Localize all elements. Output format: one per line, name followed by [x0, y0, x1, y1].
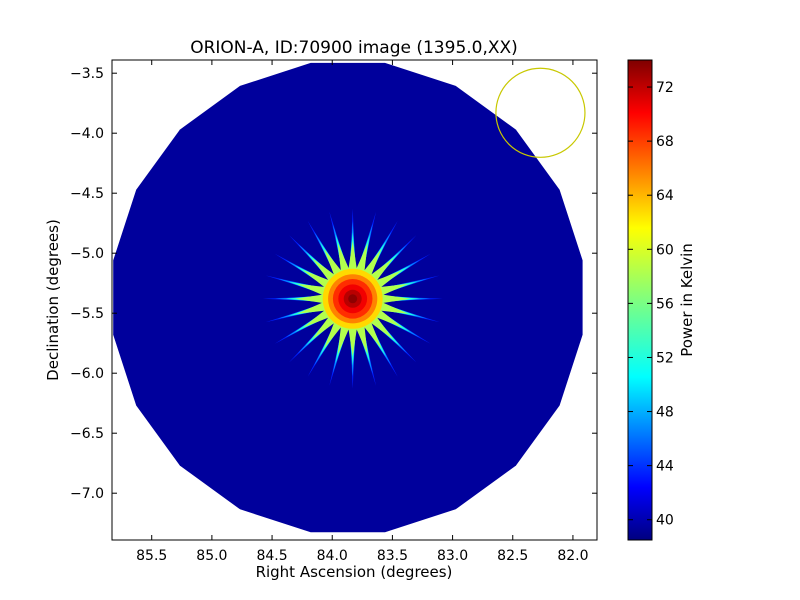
x-tick-label: 85.5 [136, 548, 167, 564]
y-axis-label: Declination (degrees) [44, 219, 62, 381]
x-axis-label: Right Ascension (degrees) [256, 563, 453, 581]
plot-frame [111, 59, 598, 541]
colorbar [627, 59, 653, 541]
y-tick-label: −5.0 [70, 246, 104, 262]
y-tick-label: −6.5 [70, 426, 104, 442]
colorbar-tick-label: 52 [656, 350, 674, 366]
y-tick-label: −3.5 [70, 66, 104, 82]
x-tick-label: 82.5 [497, 548, 528, 564]
x-tick-label: 84.5 [256, 548, 287, 564]
y-tick-label: −4.5 [70, 186, 104, 202]
colorbar-tick-label: 72 [656, 80, 674, 96]
x-tick-label: 83.0 [437, 548, 468, 564]
y-tick-label: −6.0 [70, 366, 104, 382]
colorbar-tick-label: 40 [656, 513, 674, 529]
x-axis-ticks: 85.5 85.0 84.5 84.0 83.5 83.0 82.5 82.0 [136, 60, 589, 564]
x-tick-label: 82.0 [557, 548, 588, 564]
chart-title: ORION-A, ID:70900 image (1395.0,XX) [190, 38, 518, 58]
colorbar-ticks: 40 44 48 52 56 60 64 68 72 [628, 80, 674, 529]
colorbar-tick-label: 56 [656, 296, 674, 312]
y-tick-label: −4.0 [70, 126, 104, 142]
source-core-level [348, 294, 358, 304]
x-tick-label: 85.0 [196, 548, 227, 564]
x-tick-label: 84.0 [317, 548, 348, 564]
colorbar-tick-label: 48 [656, 405, 674, 421]
beam-circle [495, 67, 586, 158]
y-axis-ticks: −3.5 −4.0 −4.5 −5.0 −5.5 −6.0 −6.5 −7.0 [70, 66, 597, 502]
colorbar-tick-label: 64 [656, 188, 674, 204]
colorbar-tick-label: 44 [656, 459, 674, 475]
colorbar-tick-label: 68 [656, 134, 674, 150]
y-tick-label: −5.5 [70, 306, 104, 322]
colorbar-label: Power in Kelvin [678, 243, 696, 357]
colorbar-tick-label: 60 [656, 242, 674, 258]
heatmap-image [113, 62, 583, 533]
y-tick-label: −7.0 [70, 486, 104, 502]
x-tick-label: 83.5 [377, 548, 408, 564]
